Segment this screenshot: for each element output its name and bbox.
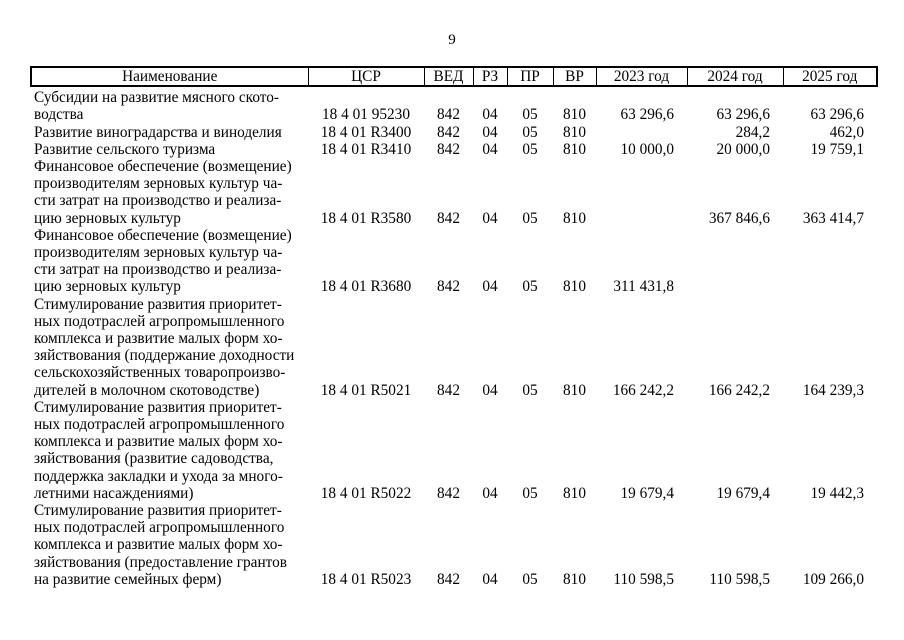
row-name: Финансовое обеспечение (возмещение) прои… bbox=[34, 158, 292, 227]
page-number: 9 bbox=[448, 32, 456, 48]
row-value-2025 bbox=[783, 227, 877, 296]
column-header-2023: 2023 год bbox=[595, 65, 688, 88]
row-vr: 810 bbox=[563, 106, 586, 124]
table-row: Финансовое обеспечение (возмещение) прои… bbox=[31, 227, 877, 296]
column-header-rz: РЗ bbox=[472, 65, 508, 88]
row-name: Субсидии на развитие мясного ското- водс… bbox=[34, 89, 280, 124]
row-name: Финансовое обеспечение (возмещение) прои… bbox=[34, 226, 292, 296]
row-csr: 18 4 01 R5021 bbox=[320, 381, 412, 399]
row-ved: 842 bbox=[437, 570, 460, 588]
budget-table: Наименование ЦСР ВЕД РЗ ПР ВР 2023 год 2… bbox=[30, 65, 878, 588]
table-row: Развитие виноградарства и виноделия 18 4… bbox=[31, 124, 877, 141]
row-csr: 18 4 01 95230 bbox=[322, 106, 410, 124]
row-csr: 18 4 01 R5023 bbox=[320, 570, 412, 588]
table-row: Субсидии на развитие мясного ското- водс… bbox=[31, 86, 877, 123]
row-value-2024: 110 598,5 bbox=[709, 570, 770, 588]
row-value-2025: 19 442,3 bbox=[810, 484, 864, 502]
row-value-2024: 63 296,6 bbox=[716, 106, 770, 124]
column-header-ved: ВЕД bbox=[423, 65, 474, 88]
row-value-2025: 462,0 bbox=[829, 123, 864, 141]
table-row: Финансовое обеспечение (возмещение) прои… bbox=[31, 158, 877, 227]
row-value-2023 bbox=[596, 124, 687, 141]
row-value-2023: 311 431,8 bbox=[613, 278, 674, 296]
row-value-2025: 19 759,1 bbox=[810, 140, 864, 158]
row-name: Стимулирование развития приоритет- ных п… bbox=[34, 295, 295, 399]
row-value-2024: 20 000,0 bbox=[716, 140, 770, 158]
row-value-2025: 63 296,6 bbox=[810, 106, 864, 124]
row-value-2023: 166 242,2 bbox=[612, 381, 674, 399]
table-body: Субсидии на развитие мясного ското- водс… bbox=[31, 86, 877, 588]
row-vr: 810 bbox=[563, 140, 586, 158]
row-rz: 04 bbox=[482, 278, 498, 296]
row-pr: 05 bbox=[522, 209, 538, 227]
row-vr: 810 bbox=[563, 123, 586, 141]
header-row: Наименование ЦСР ВЕД РЗ ПР ВР 2023 год 2… bbox=[30, 65, 878, 88]
row-csr: 18 4 01 R5022 bbox=[320, 484, 412, 502]
table-row: Стимулирование развития приоритет- ных п… bbox=[31, 296, 877, 399]
column-header-name: Наименование bbox=[30, 65, 309, 88]
row-pr: 05 bbox=[522, 140, 538, 158]
row-pr: 05 bbox=[522, 123, 538, 141]
row-pr: 05 bbox=[522, 106, 538, 124]
row-name: Развитие сельского туризма bbox=[34, 140, 216, 158]
row-value-2023: 110 598,5 bbox=[613, 570, 674, 588]
row-csr: 18 4 01 R3410 bbox=[320, 140, 412, 158]
row-ved: 842 bbox=[437, 209, 460, 227]
row-pr: 05 bbox=[522, 484, 538, 502]
column-header-csr: ЦСР bbox=[307, 65, 425, 88]
column-header-vr: ВР bbox=[552, 65, 597, 88]
row-value-2024: 166 242,2 bbox=[708, 381, 770, 399]
row-pr: 05 bbox=[522, 570, 538, 588]
row-value-2025: 363 414,7 bbox=[802, 209, 864, 227]
row-ved: 842 bbox=[437, 278, 460, 296]
row-vr: 810 bbox=[563, 570, 586, 588]
row-value-2024: 19 679,4 bbox=[716, 484, 770, 502]
table-row: Стимулирование развития приоритет- ных п… bbox=[31, 502, 877, 588]
row-ved: 842 bbox=[437, 123, 460, 141]
row-name: Стимулирование развития приоритет- ных п… bbox=[34, 502, 288, 588]
row-value-2025: 164 239,3 bbox=[802, 381, 864, 399]
row-value-2025: 109 266,0 bbox=[802, 570, 864, 588]
row-name: Стимулирование развития приоритет- ных п… bbox=[34, 398, 285, 502]
row-value-2024: 284,2 bbox=[735, 123, 770, 141]
row-pr: 05 bbox=[522, 381, 538, 399]
row-rz: 04 bbox=[482, 140, 498, 158]
row-rz: 04 bbox=[482, 106, 498, 124]
row-csr: 18 4 01 R3400 bbox=[320, 123, 412, 141]
table-row: Стимулирование развития приоритет- ных п… bbox=[31, 399, 877, 502]
row-ved: 842 bbox=[437, 106, 460, 124]
table-header: Наименование ЦСР ВЕД РЗ ПР ВР 2023 год 2… bbox=[30, 65, 878, 88]
row-vr: 810 bbox=[563, 484, 586, 502]
row-value-2023: 19 679,4 bbox=[620, 484, 674, 502]
row-value-2023 bbox=[596, 158, 687, 227]
row-pr: 05 bbox=[522, 278, 538, 296]
row-value-2023: 10 000,0 bbox=[620, 140, 674, 158]
column-header-2024: 2024 год bbox=[686, 65, 784, 88]
row-rz: 04 bbox=[482, 484, 498, 502]
row-rz: 04 bbox=[482, 123, 498, 141]
row-value-2023: 63 296,6 bbox=[620, 106, 674, 124]
row-vr: 810 bbox=[563, 381, 586, 399]
column-header-2025: 2025 год bbox=[782, 65, 878, 88]
row-vr: 810 bbox=[563, 209, 586, 227]
table-row: Развитие сельского туризма 18 4 01 R3410… bbox=[31, 141, 877, 158]
row-value-2024: 367 846,6 bbox=[708, 209, 770, 227]
row-value-2024 bbox=[687, 227, 783, 296]
row-rz: 04 bbox=[482, 209, 498, 227]
row-rz: 04 bbox=[482, 570, 498, 588]
row-csr: 18 4 01 R3680 bbox=[320, 278, 412, 296]
row-vr: 810 bbox=[563, 278, 586, 296]
row-ved: 842 bbox=[437, 484, 460, 502]
row-ved: 842 bbox=[437, 140, 460, 158]
row-ved: 842 bbox=[437, 381, 460, 399]
row-rz: 04 bbox=[482, 381, 498, 399]
column-header-pr: ПР bbox=[506, 65, 554, 88]
row-name: Развитие виноградарства и виноделия bbox=[34, 123, 282, 141]
row-csr: 18 4 01 R3580 bbox=[320, 209, 412, 227]
